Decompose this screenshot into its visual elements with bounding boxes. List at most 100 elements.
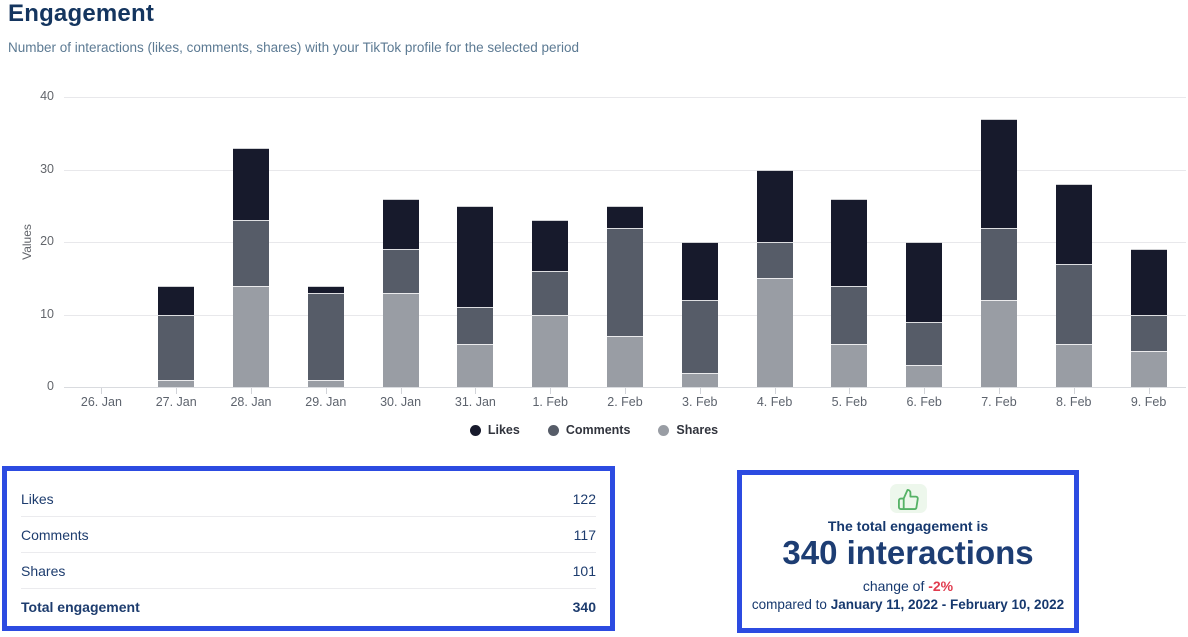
change-value: -2% [928, 577, 954, 594]
change-prefix: change of [862, 577, 929, 594]
stacked-bar [457, 205, 494, 387]
legend-item-likes[interactable]: Likes [469, 423, 520, 437]
compare-prefix: compared to [751, 596, 831, 612]
bar-segment-shares [232, 285, 269, 387]
bar-segment-comments [382, 249, 419, 293]
x-axis-tick-label: 28. Jan [230, 395, 272, 409]
table-row-total-engagement: Total engagement 340 [21, 589, 596, 624]
bar-segment-shares [532, 314, 569, 387]
gridline [64, 97, 1186, 98]
page-subtitle: Number of interactions (likes, comments,… [8, 40, 579, 55]
bar-segment-comments [158, 314, 195, 380]
category-slot [962, 97, 1037, 394]
x-axis-tick-label: 3. Feb [682, 395, 718, 409]
y-axis-tick-label: 20 [40, 234, 54, 248]
bar-segment-shares [1055, 343, 1092, 387]
row-value: 340 [572, 598, 596, 615]
stacked-bar [532, 220, 569, 387]
category-slot [588, 97, 663, 394]
page-title: Engagement [8, 0, 155, 27]
x-axis-tick [475, 388, 477, 394]
x-axis-tick [1073, 388, 1075, 394]
x-axis-tick [176, 388, 178, 394]
stacked-bar [1130, 249, 1167, 387]
change-line: change of -2% [742, 578, 1074, 594]
bar-segment-shares [756, 278, 793, 387]
table-row-shares: Shares 101 [21, 553, 596, 589]
bar-segment-likes [232, 147, 269, 221]
likes-series-dot-icon [469, 424, 481, 436]
bar-segment-comments [532, 271, 569, 315]
table-row-comments: Comments 117 [21, 517, 596, 553]
bar-segment-likes [158, 285, 195, 315]
bar-segment-comments [831, 285, 868, 344]
bar-segment-comments [1055, 263, 1092, 344]
legend-item-comments[interactable]: Comments [547, 423, 630, 437]
bar-segment-likes [681, 242, 718, 300]
bar-segment-shares [457, 343, 494, 387]
x-axis-tick-label: 27. Jan [155, 395, 197, 409]
category-slot [64, 97, 139, 394]
bar-segment-likes [457, 205, 494, 308]
legend-label: Shares [676, 423, 719, 437]
category-slot [737, 97, 812, 394]
stacked-bar [1055, 184, 1092, 387]
y-axis-tick-label: 0 [47, 379, 54, 393]
bar-segment-comments [980, 227, 1017, 300]
bar-segment-likes [606, 205, 643, 228]
bar-segment-shares [382, 292, 419, 387]
category-slot [812, 97, 887, 394]
row-value: 122 [572, 490, 596, 507]
y-axis-tick-label: 30 [40, 161, 54, 176]
stacked-bar [382, 198, 419, 387]
bar-segment-likes [307, 285, 344, 293]
x-axis-tick [998, 388, 1000, 394]
bar-segment-shares [606, 336, 643, 387]
bar-segment-comments [681, 300, 718, 373]
x-axis-tick-label: 2. Feb [607, 395, 643, 409]
x-axis-tick [699, 388, 701, 394]
x-axis-tick-label: 31. Jan [454, 395, 496, 409]
bar-segment-comments [457, 307, 494, 344]
x-axis-tick [624, 388, 626, 394]
bar-segment-shares [906, 365, 943, 387]
x-axis-labels: 26. Jan 27. Jan 28. Jan 29. Jan 30. Jan 31. J… [64, 395, 1186, 409]
stacked-bar [158, 285, 195, 387]
bars-row [64, 97, 1186, 394]
x-axis-tick [550, 388, 552, 394]
bar-segment-comments [232, 220, 269, 286]
total-engagement-card: The total engagement is 340 interactions… [737, 470, 1079, 633]
bar-segment-comments [307, 292, 344, 380]
bar-segment-likes [980, 118, 1017, 228]
x-axis-tick [849, 388, 851, 394]
stacked-bar [606, 205, 643, 387]
bar-segment-likes [1130, 249, 1167, 315]
shares-series-dot-icon [658, 424, 670, 436]
stacked-bar [906, 242, 943, 387]
bar-segment-shares [158, 379, 195, 387]
category-slot [1111, 97, 1186, 394]
x-axis-tick-label: 30. Jan [380, 395, 422, 409]
compare-date-range: January 11, 2022 - February 10, 2022 [830, 596, 1065, 612]
x-axis-tick-label: 9. Feb [1130, 395, 1167, 409]
category-slot [1036, 97, 1111, 394]
y-axis-tick-label: 40 [40, 89, 54, 103]
chart: Values 26. Jan 27. Jan 28. Jan 29. Jan 30. J… [0, 85, 1188, 445]
category-slot [363, 97, 438, 394]
x-axis-tick-label: 6. Feb [906, 395, 942, 409]
bar-segment-likes [906, 242, 943, 322]
stacked-bar [232, 147, 269, 387]
category-slot [438, 97, 513, 394]
stacked-bar [831, 198, 868, 387]
legend-item-shares[interactable]: Shares [658, 423, 718, 437]
stacked-bar [307, 285, 344, 387]
row-label: Total engagement [21, 598, 140, 615]
category-slot [513, 97, 588, 394]
bar-segment-likes [831, 198, 868, 286]
card-intro-text: The total engagement is [827, 518, 989, 534]
x-axis-tick-label: 1. Feb [532, 395, 568, 409]
category-slot [887, 97, 962, 394]
chart-legend: Likes Comments Shares [0, 423, 1188, 437]
engagement-summary-table: Likes 122 Comments 117 Shares 101 Total … [2, 466, 615, 631]
